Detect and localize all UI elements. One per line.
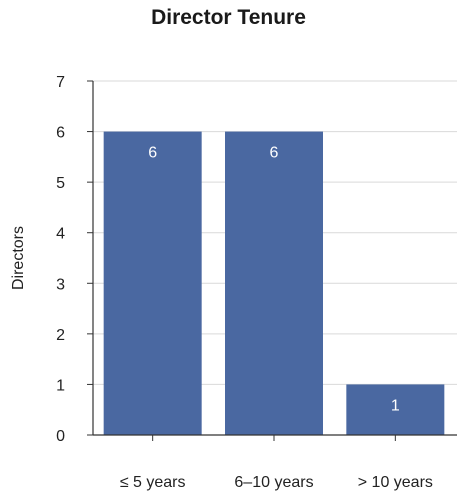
- y-tick-label-3: 3: [56, 276, 65, 293]
- y-axis-label: Directors: [10, 226, 27, 290]
- data-label-2: 1: [391, 397, 400, 414]
- y-tick-label-5: 5: [56, 175, 65, 192]
- labels: 0 1 2 3 4 5 6 7 Directors 6 ≤ 5 years 6 6–10 years 1 >…: [10, 74, 433, 491]
- data-label-1: 6: [270, 145, 279, 162]
- y-tick-label-4: 4: [56, 226, 65, 243]
- axes: [87, 80, 457, 441]
- bar-1: [225, 131, 323, 436]
- y-tick-label-0: 0: [56, 428, 65, 445]
- y-tick-label-7: 7: [56, 74, 65, 91]
- x-tick-label-0: ≤ 5 years: [120, 474, 186, 491]
- bar-2: [346, 384, 445, 435]
- y-tick-label-2: 2: [56, 327, 65, 344]
- chart-title: Director Tenure: [151, 6, 306, 29]
- y-tick-label-1: 1: [56, 377, 65, 394]
- x-tick-label-2: > 10 years: [358, 474, 433, 491]
- bars: [103, 131, 445, 436]
- x-tick-label-1: 6–10 years: [234, 474, 313, 491]
- y-tick-label-6: 6: [56, 125, 65, 142]
- data-label-0: 6: [148, 145, 157, 162]
- bar-0: [103, 131, 202, 436]
